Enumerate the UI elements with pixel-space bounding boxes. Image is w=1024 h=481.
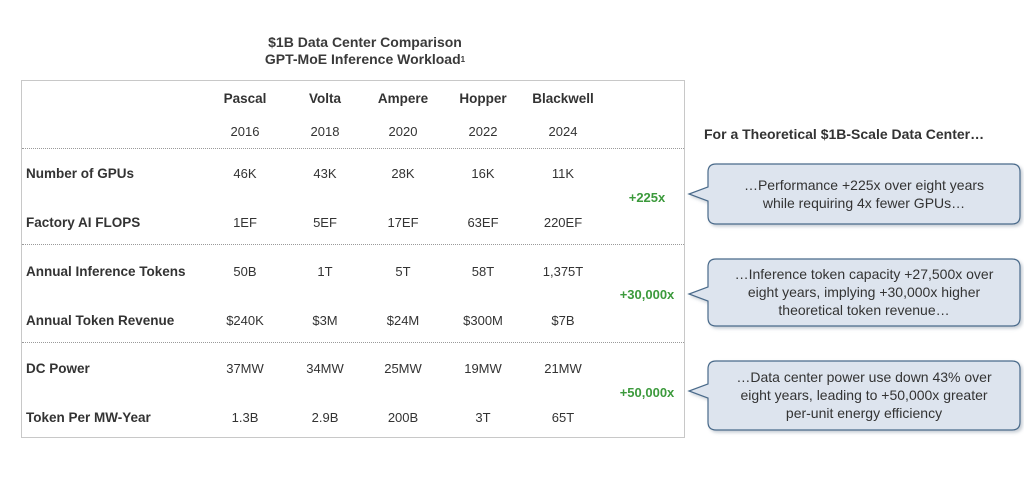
table-cell: 50B [233, 264, 257, 279]
comparison-title: $1B Data Center Comparison GPT-MoE Infer… [20, 34, 710, 68]
row-label-factory-ai-flops: Factory AI FLOPS [26, 215, 141, 230]
table-cell: 1.3B [231, 410, 259, 425]
column-header-hopper: Hopper [459, 91, 507, 106]
callout-bubble-performance [687, 163, 1021, 225]
column-year-volta: 2018 [310, 124, 340, 139]
row-label-annual-inference-tokens: Annual Inference Tokens [26, 264, 186, 279]
table-cell: 1EF [233, 215, 257, 230]
row-label-annual-token-revenue: Annual Token Revenue [26, 313, 175, 328]
table-cell: 5EF [313, 215, 337, 230]
table-cell: 58T [471, 264, 495, 279]
table-cell: 63EF [467, 215, 499, 230]
callout-text-efficiency: …Data center power use down 43% over eig… [736, 369, 992, 421]
table-cell: 1,375T [542, 264, 584, 279]
footnote-mark: 1 [460, 55, 466, 64]
multiplier-performance: +225x [628, 190, 666, 205]
section-separator [22, 148, 684, 149]
callout-bubble-revenue [687, 258, 1021, 327]
column-year-pascal: 2016 [230, 124, 260, 139]
column-year-ampere: 2020 [388, 124, 418, 139]
table-cell: 19MW [464, 361, 502, 376]
callout-bubble-efficiency [687, 360, 1021, 431]
section-separator [22, 342, 684, 343]
column-header-ampere: Ampere [377, 91, 429, 106]
table-cell: $300M [463, 313, 503, 328]
table-cell: 220EF [543, 215, 583, 230]
table-cell: 28K [391, 166, 415, 181]
row-label-number-of-gpus: Number of GPUs [26, 166, 135, 181]
callout-text-revenue: …Inference token capacity +27,500x over … [734, 266, 994, 318]
section-separator [22, 244, 684, 245]
table-cell: 1T [317, 264, 333, 279]
table-cell: 34MW [306, 361, 344, 376]
title-line-2: GPT-MoE Inference Workload1 [264, 51, 466, 67]
multiplier-revenue: +30,000x [619, 287, 675, 302]
table-cell: 2.9B [311, 410, 339, 425]
table-cell: 21MW [544, 361, 582, 376]
table-cell: 11K [551, 166, 575, 181]
row-label-dc-power: DC Power [26, 361, 90, 376]
table-cell: 5T [395, 264, 411, 279]
table-cell: $240K [226, 313, 264, 328]
table-cell: 65T [551, 410, 575, 425]
table-cell: 43K [313, 166, 337, 181]
table-cell: 46K [233, 166, 257, 181]
table-cell: 16K [471, 166, 495, 181]
table-cell: 25MW [384, 361, 422, 376]
table-cell: $24M [386, 313, 420, 328]
column-header-pascal: Pascal [223, 91, 267, 106]
column-header-blackwell: Blackwell [532, 91, 594, 106]
callout-heading: For a Theoretical $1B-Scale Data Center… [704, 126, 985, 142]
table-cell: 200B [387, 410, 419, 425]
callout-text-performance: …Performance +225x over eight years whil… [743, 177, 985, 211]
table-cell: 3T [475, 410, 491, 425]
table-cell: 17EF [387, 215, 419, 230]
table-cell: 37MW [226, 361, 264, 376]
column-header-volta: Volta [308, 91, 341, 106]
table-cell: $3M [312, 313, 338, 328]
column-year-hopper: 2022 [468, 124, 498, 139]
multiplier-efficiency: +50,000x [619, 385, 675, 400]
row-label-token-per-mw-year: Token Per MW-Year [26, 410, 151, 425]
table-cell: $7B [551, 313, 575, 328]
title-line-1: $1B Data Center Comparison [268, 34, 462, 50]
comparison-table [21, 80, 685, 438]
column-year-blackwell: 2024 [548, 124, 578, 139]
